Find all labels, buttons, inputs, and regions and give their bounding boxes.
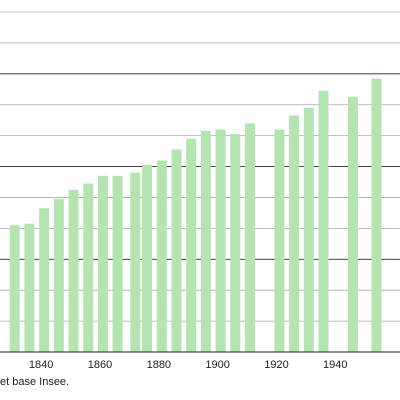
- bar: [274, 129, 285, 352]
- bar: [130, 172, 141, 352]
- bar: [112, 175, 123, 352]
- bars: [9, 78, 382, 353]
- bar: [83, 183, 94, 352]
- bar: [142, 165, 153, 352]
- bar: [53, 199, 64, 352]
- bar: [347, 97, 358, 352]
- bar: [39, 208, 50, 352]
- bar: [9, 225, 20, 352]
- x-tick-labels: 1840 1860 1880 1900 1920 1940: [29, 359, 348, 371]
- gridlines: [0, 11, 400, 322]
- bar: [245, 123, 255, 352]
- bar: [68, 189, 79, 352]
- bar: [156, 160, 167, 352]
- bar: [303, 107, 314, 353]
- bar: [230, 134, 241, 352]
- bar: [171, 149, 182, 352]
- x-tick-label: 1920: [264, 359, 288, 371]
- x-tick-label: 1860: [88, 359, 112, 371]
- x-tick-label: 1880: [147, 359, 171, 371]
- bar: [215, 129, 226, 352]
- source-caption: et base Insee.: [0, 376, 70, 388]
- bar: [97, 175, 108, 352]
- bar: [24, 223, 35, 352]
- bar: [289, 115, 300, 352]
- bar: [200, 131, 211, 352]
- x-tick-label: 1900: [205, 359, 229, 371]
- bar: [318, 90, 329, 353]
- bar: [186, 138, 197, 352]
- x-tick-label: 1840: [29, 359, 53, 371]
- x-tick-label: 1940: [323, 359, 347, 371]
- bar: [371, 78, 382, 353]
